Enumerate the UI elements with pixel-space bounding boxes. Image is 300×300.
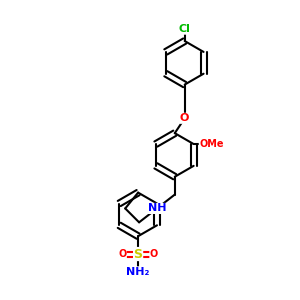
Text: NH: NH — [148, 203, 166, 214]
Text: OMe: OMe — [199, 139, 224, 149]
Text: NH₂: NH₂ — [126, 267, 150, 277]
Text: O: O — [180, 113, 189, 123]
Text: O: O — [118, 249, 126, 259]
Text: Cl: Cl — [179, 24, 190, 34]
Text: S: S — [134, 248, 142, 260]
Text: O: O — [150, 249, 158, 259]
